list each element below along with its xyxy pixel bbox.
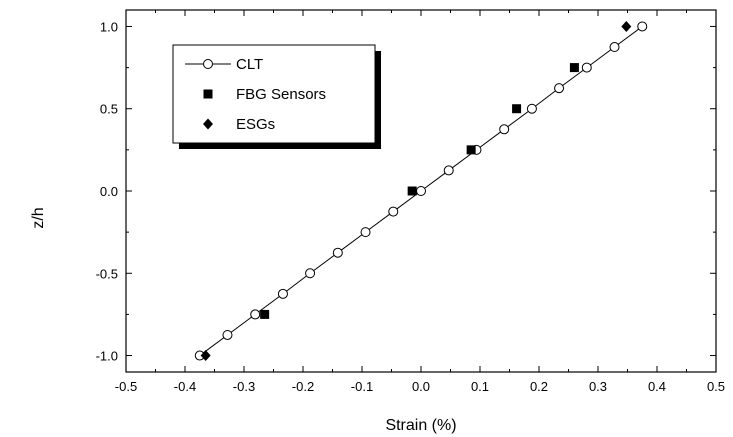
legend-esgs-label: ESGs [236, 116, 275, 133]
y-tick-label: 1.0 [100, 19, 118, 34]
fbg-sensors-point [407, 186, 417, 196]
x-tick-label: -0.2 [292, 379, 314, 394]
x-tick-label: -0.3 [233, 379, 255, 394]
esgs-point [200, 350, 211, 362]
clt-point [581, 62, 592, 73]
x-axis-title: Strain (%) [385, 417, 456, 434]
x-tick-label: -0.5 [115, 379, 137, 394]
legend-fbg-sensors-label: FBG Sensors [236, 86, 326, 103]
x-tick-label: 0.5 [707, 379, 725, 394]
legend-clt-marker [203, 59, 213, 69]
fbg-sensors-point [260, 309, 270, 319]
fbg-sensors-point [466, 145, 476, 155]
y-tick-label: 0.5 [100, 102, 118, 117]
clt-point [554, 83, 565, 94]
y-tick-label: -1.0 [96, 349, 118, 364]
clt-point [637, 21, 648, 32]
clt-point [332, 247, 343, 258]
clt-point [499, 124, 510, 135]
clt-point [416, 186, 426, 196]
esgs-point [621, 20, 632, 32]
y-tick-label: 0.0 [100, 184, 118, 199]
legend-fbg-sensors-marker [203, 89, 213, 99]
y-axis-title: z/h [30, 207, 47, 228]
fbg-sensors-point [569, 63, 579, 73]
x-tick-label: 0.2 [530, 379, 548, 394]
clt-point [277, 288, 288, 299]
legend-clt-label: CLT [236, 56, 263, 73]
x-tick-label: 0.1 [471, 379, 489, 394]
clt-point [305, 268, 316, 279]
clt-point [443, 165, 454, 176]
legend-esgs-marker [203, 118, 213, 130]
fbg-sensors-point [512, 104, 522, 114]
clt-point [609, 42, 620, 53]
clt-point [250, 309, 261, 320]
x-tick-label: -0.1 [351, 379, 373, 394]
clt-point [526, 103, 537, 114]
clt-point [388, 206, 399, 217]
clt-point [222, 329, 233, 340]
x-tick-label: 0.0 [412, 379, 430, 394]
x-tick-label: -0.4 [174, 379, 196, 394]
clt-point [360, 227, 371, 238]
x-tick-label: 0.3 [589, 379, 607, 394]
x-tick-label: 0.4 [648, 379, 666, 394]
y-tick-label: -0.5 [96, 266, 118, 281]
